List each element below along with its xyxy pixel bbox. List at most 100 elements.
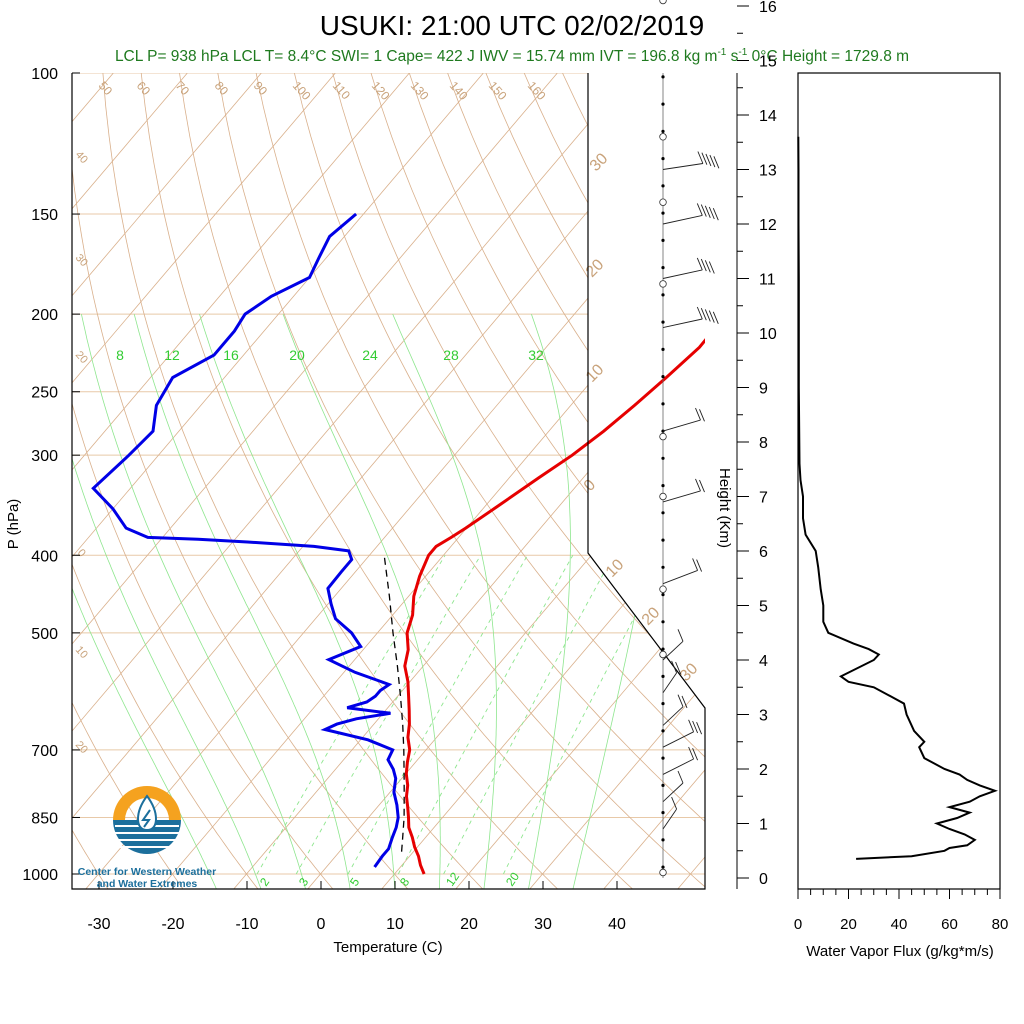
height-tick-label: 7 <box>759 490 768 507</box>
moist-adiabat-line <box>282 313 441 889</box>
mixing-ratio-label: 20 <box>503 869 522 888</box>
calm-wind-circle <box>659 585 667 593</box>
wind-level-dot <box>661 511 665 515</box>
wind-level-dot <box>661 293 665 297</box>
iwv-value: IWV = 15.74 mm <box>479 48 595 66</box>
wind-barb-flag <box>677 694 684 707</box>
wind-barb-staff <box>662 269 703 279</box>
sounding-traces <box>91 212 705 875</box>
dry-adiabat-line <box>294 73 705 889</box>
wind-level-dot <box>661 565 665 569</box>
wind-barb-flag <box>692 720 699 734</box>
isotherm-label: 10 <box>73 644 90 661</box>
y-tick-label: 850 <box>31 810 58 827</box>
wind-barb <box>662 558 703 585</box>
wind-barb-flag <box>681 695 688 709</box>
swi-value: SWI= 1 <box>330 48 383 66</box>
dry-adiabat-line <box>102 73 485 889</box>
height-tick-label: 6 <box>759 544 768 561</box>
flux-x-tick-label: 80 <box>992 916 1009 933</box>
height-tick-label: 16 <box>759 0 777 16</box>
wind-level-dot <box>661 756 665 760</box>
lcl-temperature: LCL T= 8.4 <box>232 48 310 66</box>
height-tick-label: 0 <box>759 871 768 888</box>
x-tick-label: -30 <box>87 916 110 933</box>
mixing-ratio-label: 2 <box>257 875 272 889</box>
wind-level-dot <box>661 865 665 869</box>
wind-level-dot <box>661 347 665 351</box>
wind-level-dot <box>661 320 665 324</box>
dry-adiabat-line <box>179 73 635 889</box>
wind-barb-flag <box>696 257 703 271</box>
wind-level-dot <box>661 729 665 733</box>
wind-barb-flag <box>704 309 711 322</box>
wind-barb-flag <box>712 208 719 221</box>
height-tick-label: 3 <box>759 708 768 725</box>
theta-e-label: 28 <box>443 347 459 363</box>
wind-barb <box>662 629 684 661</box>
wind-barb-flag <box>697 151 704 164</box>
wind-barb-flag <box>692 748 699 761</box>
wind-barb-flag <box>688 746 695 760</box>
calm-wind-circle <box>659 280 667 288</box>
height-tick-label: 9 <box>759 381 768 398</box>
isotherm-line <box>72 73 336 889</box>
y-tick-label: 500 <box>31 626 58 643</box>
height-tick-label: 2 <box>759 762 768 779</box>
wind-level-dot <box>661 838 665 842</box>
y-tick-label: 150 <box>31 207 58 224</box>
wind-barb-flag <box>713 156 720 169</box>
flux-x-tick-label: 40 <box>891 916 908 933</box>
dry-adiabat-line <box>72 73 410 889</box>
wind-level-dot <box>661 184 665 188</box>
wind-barb-flag <box>704 260 711 273</box>
wind-barb <box>662 203 719 225</box>
dry-adiabat-line <box>754 73 1024 891</box>
y-tick-label: 700 <box>31 743 58 760</box>
y-tick-label: 200 <box>31 307 58 324</box>
height-tick-label: 15 <box>759 54 777 71</box>
wind-barb-flag <box>700 258 707 272</box>
logo-line-2: and Water Extremes <box>96 878 198 890</box>
wind-level-dot <box>661 702 665 706</box>
moist-adiabat-line <box>392 313 497 889</box>
dewpoint-trace <box>91 212 400 868</box>
moist-adiabat-line <box>81 314 307 889</box>
mixing-ratio-label: 5 <box>347 875 362 889</box>
dry-adiabat-line <box>72 73 260 889</box>
wind-barb <box>662 694 688 726</box>
wind-barb-flag <box>692 558 699 571</box>
y-tick-label: 250 <box>31 385 58 402</box>
wind-barb <box>662 746 699 775</box>
height-tick-label: 11 <box>759 272 776 289</box>
wind-barb-flag <box>699 409 705 422</box>
theta-e-label: 12 <box>164 347 180 363</box>
isotherm-label: 30 <box>587 150 612 175</box>
calm-wind-circle <box>659 650 667 659</box>
dry-adiabat-line <box>370 73 705 889</box>
x-axis-label: Temperature (C) <box>333 939 442 956</box>
y-tick-label: 100 <box>31 66 58 83</box>
moist-adiabat-line <box>72 314 218 889</box>
y-tick-label: 1000 <box>22 867 58 884</box>
mixing-ratio-line <box>295 555 481 875</box>
wind-barb-flag <box>671 660 678 674</box>
isotherm-line <box>72 73 410 889</box>
theta-e-label: 20 <box>289 347 305 363</box>
isotherm-line <box>72 73 484 889</box>
wind-barb-flag <box>699 479 705 493</box>
x-tick-label: 10 <box>386 916 404 933</box>
wind-barb <box>662 478 705 503</box>
isotherm-label: 20 <box>73 349 90 366</box>
wind-level-dot <box>661 593 665 597</box>
flux-x-tick-label: 60 <box>941 916 958 933</box>
cw3e-logo <box>113 786 181 854</box>
logo-bolt-icon <box>141 809 151 828</box>
wind-barb-flag <box>708 310 715 323</box>
wind-barb-flag <box>695 478 701 492</box>
flux-profile-line <box>797 136 998 860</box>
isotherm-label: 30 <box>677 660 702 685</box>
isotherm-label: 40 <box>73 149 90 166</box>
flux-x-tick-label: 0 <box>794 916 802 933</box>
